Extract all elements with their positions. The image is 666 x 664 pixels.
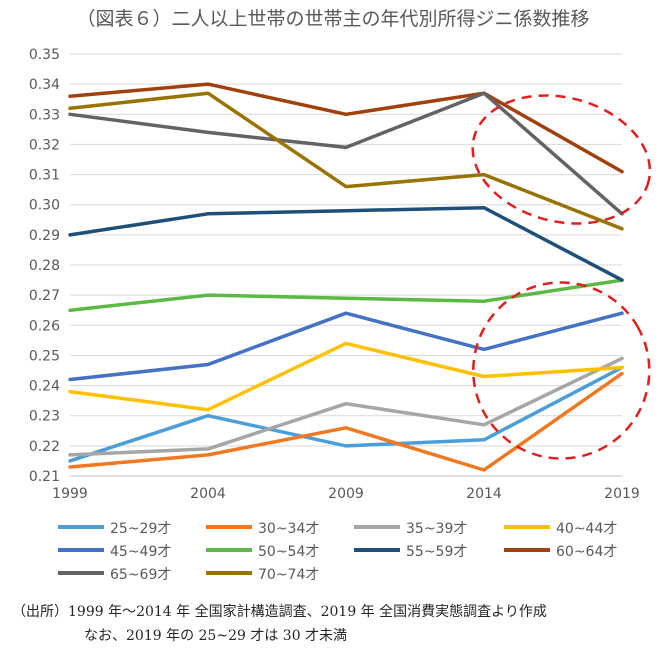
legend-label: 45~49才 [110, 544, 172, 560]
series-line-1 [68, 371, 624, 472]
legend-label: 30~34才 [258, 521, 320, 537]
legend-item: 25~29才 [58, 518, 172, 537]
legend-label: 35~39才 [406, 521, 468, 537]
series-line-2 [68, 356, 624, 457]
legend-label: 40~44才 [556, 521, 618, 537]
series-line-0 [68, 365, 624, 463]
legend-label: 50~54才 [258, 544, 320, 560]
axes: 0.21 0.22 0.23 0.24 0.25 0.26 0.27 0.28 0.29 0.30… [29, 47, 640, 502]
legend-swatch [504, 548, 550, 552]
y-tick-label: 0.32 [29, 137, 60, 153]
x-tick-label: 1999 [52, 486, 88, 502]
legend-swatch [58, 571, 104, 575]
series-line-9 [68, 91, 624, 231]
legend-swatch [58, 525, 104, 529]
series-line-5 [68, 278, 624, 312]
legend-item: 45~49才 [58, 541, 172, 560]
legend-swatch [504, 525, 550, 529]
legend-swatch [354, 525, 400, 529]
y-tick-label: 0.31 [29, 168, 60, 184]
series-line-3 [68, 341, 624, 412]
legend-label: 70~74才 [258, 567, 320, 583]
legend-swatch [354, 548, 400, 552]
x-tick-label: 2014 [466, 486, 502, 502]
legend-item: 30~34才 [206, 518, 320, 537]
legend-item: 50~54才 [206, 541, 320, 560]
annotation-ellipse [472, 281, 651, 460]
legend-item: 55~59才 [354, 541, 468, 560]
legend-swatch [58, 548, 104, 552]
source-line: （出所）1999 年～2014 年 全国家計構造調査、2019 年 全国消費実態… [12, 604, 547, 620]
annotations [471, 94, 652, 460]
y-tick-label: 0.23 [29, 409, 60, 425]
legend-item: 70~74才 [206, 564, 320, 583]
gridlines [70, 53, 622, 477]
line-chart: 0.21 0.22 0.23 0.24 0.25 0.26 0.27 0.28 0.29 0.30… [29, 47, 652, 502]
annotation-ellipse [471, 94, 652, 225]
y-tick-label: 0.30 [29, 198, 60, 214]
series-line-6 [68, 205, 624, 282]
legend-item: 65~69才 [58, 564, 172, 583]
legend-item: 35~39才 [354, 518, 468, 537]
y-tick-label: 0.25 [29, 348, 60, 364]
x-tick-label: 2004 [190, 486, 226, 502]
legend-label: 65~69才 [110, 567, 172, 583]
series-line-8 [68, 91, 624, 216]
y-tick-label: 0.35 [29, 47, 60, 63]
series-lines [68, 82, 624, 472]
y-tick-label: 0.27 [29, 288, 60, 304]
source-note: （出所）1999 年～2014 年 全国家計構造調査、2019 年 全国消費実態… [12, 600, 547, 648]
y-tick-label: 0.33 [29, 107, 60, 123]
legend-swatch [206, 571, 252, 575]
legend-swatch [206, 525, 252, 529]
chart-title: （図表６）二人以上世帯の世帯主の年代別所得ジニ係数推移 [76, 8, 590, 30]
legend-swatch [206, 548, 252, 552]
series-line-7 [68, 82, 624, 174]
series-line-4 [68, 311, 624, 382]
x-tick-label: 2019 [604, 486, 640, 502]
legend-item: 60~64才 [504, 541, 618, 560]
y-tick-label: 0.34 [29, 77, 60, 93]
y-tick-label: 0.29 [29, 228, 60, 244]
y-tick-label: 0.28 [29, 258, 60, 274]
y-tick-label: 0.21 [29, 469, 60, 485]
legend-label: 60~64才 [556, 544, 618, 560]
y-tick-label: 0.24 [29, 379, 60, 395]
legend-item: 40~44才 [504, 518, 618, 537]
legend-label: 25~29才 [110, 521, 172, 537]
legend-label: 55~59才 [406, 544, 468, 560]
y-tick-label: 0.22 [29, 439, 60, 455]
x-tick-label: 2009 [328, 486, 364, 502]
source-note-line: なお、2019 年の 25~29 才は 30 才未満 [84, 628, 348, 644]
y-tick-label: 0.26 [29, 318, 60, 334]
